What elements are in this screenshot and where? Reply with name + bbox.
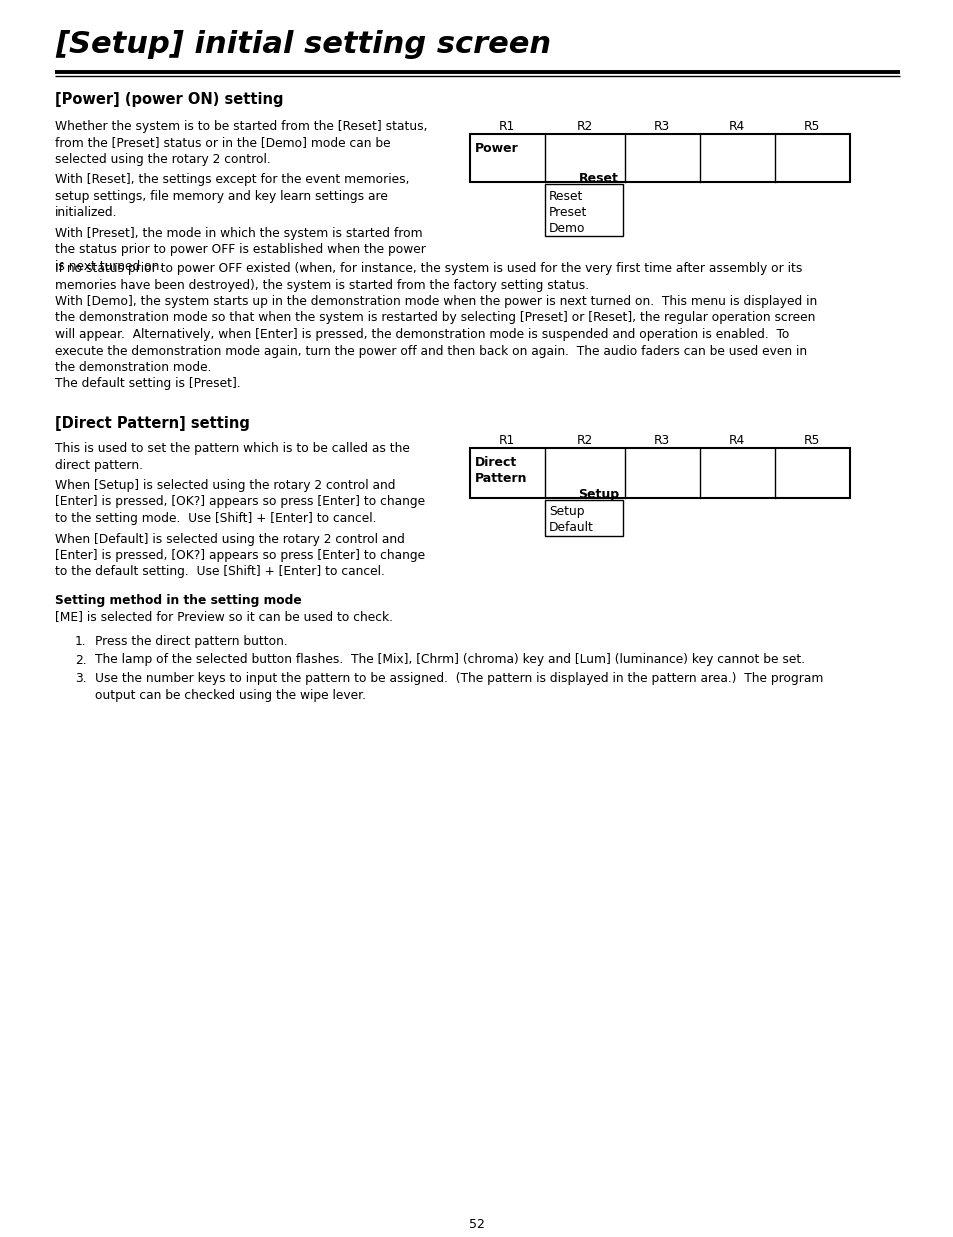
Text: Use the number keys to input the pattern to be assigned.  (The pattern is displa: Use the number keys to input the pattern… xyxy=(95,672,822,685)
Text: Setup: Setup xyxy=(548,505,584,518)
Text: is next turned on.: is next turned on. xyxy=(55,260,163,273)
Text: selected using the rotary 2 control.: selected using the rotary 2 control. xyxy=(55,153,271,166)
Text: With [Reset], the settings except for the event memories,: With [Reset], the settings except for th… xyxy=(55,173,409,187)
Text: the demonstration mode.: the demonstration mode. xyxy=(55,361,212,374)
Text: Reset: Reset xyxy=(578,172,618,186)
Text: Press the direct pattern button.: Press the direct pattern button. xyxy=(95,635,288,648)
Text: R1: R1 xyxy=(498,434,515,447)
Text: setup settings, file memory and key learn settings are: setup settings, file memory and key lear… xyxy=(55,190,388,203)
Bar xyxy=(470,134,849,182)
Text: [Enter] is pressed, [OK?] appears so press [Enter] to change: [Enter] is pressed, [OK?] appears so pre… xyxy=(55,549,425,562)
Text: Pattern: Pattern xyxy=(475,473,527,485)
Text: 52: 52 xyxy=(469,1218,484,1231)
Text: 2.: 2. xyxy=(75,653,87,667)
Text: R5: R5 xyxy=(803,120,820,134)
Text: memories have been destroyed), the system is started from the factory setting st: memories have been destroyed), the syste… xyxy=(55,278,589,292)
Text: will appear.  Alternatively, when [Enter] is pressed, the demonstration mode is : will appear. Alternatively, when [Enter]… xyxy=(55,328,788,341)
Text: 3.: 3. xyxy=(75,672,87,685)
Text: Demo: Demo xyxy=(548,221,585,235)
Text: Whether the system is to be started from the [Reset] status,: Whether the system is to be started from… xyxy=(55,120,427,134)
Text: [Direct Pattern] setting: [Direct Pattern] setting xyxy=(55,416,250,430)
Text: With [Preset], the mode in which the system is started from: With [Preset], the mode in which the sys… xyxy=(55,228,422,240)
Text: R3: R3 xyxy=(653,120,669,134)
Text: [Setup] initial setting screen: [Setup] initial setting screen xyxy=(55,30,551,59)
Text: execute the demonstration mode again, turn the power off and then back on again.: execute the demonstration mode again, tu… xyxy=(55,344,806,357)
Text: Setting method in the setting mode: Setting method in the setting mode xyxy=(55,594,301,607)
Text: R4: R4 xyxy=(728,120,744,134)
Text: R3: R3 xyxy=(653,434,669,447)
Text: from the [Preset] status or in the [Demo] mode can be: from the [Preset] status or in the [Demo… xyxy=(55,136,390,150)
Text: If no status prior to power OFF existed (when, for instance, the system is used : If no status prior to power OFF existed … xyxy=(55,262,801,275)
Text: The lamp of the selected button flashes.  The [Mix], [Chrm] (chroma) key and [Lu: The lamp of the selected button flashes.… xyxy=(95,653,804,667)
Bar xyxy=(544,184,622,236)
Text: [ME] is selected for Preview so it can be used to check.: [ME] is selected for Preview so it can b… xyxy=(55,611,393,623)
Text: Setup: Setup xyxy=(578,489,618,501)
Text: to the setting mode.  Use [Shift] + [Enter] to cancel.: to the setting mode. Use [Shift] + [Ente… xyxy=(55,512,376,524)
Text: R2: R2 xyxy=(577,120,593,134)
Text: the status prior to power OFF is established when the power: the status prior to power OFF is establi… xyxy=(55,244,425,256)
Text: R4: R4 xyxy=(728,434,744,447)
Text: output can be checked using the wipe lever.: output can be checked using the wipe lev… xyxy=(95,689,366,701)
Text: Preset: Preset xyxy=(548,207,587,219)
Text: the demonstration mode so that when the system is restarted by selecting [Preset: the demonstration mode so that when the … xyxy=(55,312,815,324)
Text: [Enter] is pressed, [OK?] appears so press [Enter] to change: [Enter] is pressed, [OK?] appears so pre… xyxy=(55,496,425,508)
Text: 1.: 1. xyxy=(75,635,87,648)
Text: direct pattern.: direct pattern. xyxy=(55,459,143,471)
Bar xyxy=(470,448,849,499)
Text: When [Setup] is selected using the rotary 2 control and: When [Setup] is selected using the rotar… xyxy=(55,479,395,492)
Text: R5: R5 xyxy=(803,434,820,447)
Text: This is used to set the pattern which is to be called as the: This is used to set the pattern which is… xyxy=(55,442,410,455)
Text: R1: R1 xyxy=(498,120,515,134)
Text: initialized.: initialized. xyxy=(55,207,117,219)
Text: Direct: Direct xyxy=(475,456,517,469)
Text: [Power] (power ON) setting: [Power] (power ON) setting xyxy=(55,92,283,106)
Text: R2: R2 xyxy=(577,434,593,447)
Text: When [Default] is selected using the rotary 2 control and: When [Default] is selected using the rot… xyxy=(55,532,404,546)
Text: to the default setting.  Use [Shift] + [Enter] to cancel.: to the default setting. Use [Shift] + [E… xyxy=(55,565,384,579)
Text: Reset: Reset xyxy=(548,190,583,203)
Bar xyxy=(544,500,622,536)
Text: The default setting is [Preset].: The default setting is [Preset]. xyxy=(55,377,240,391)
Text: With [Demo], the system starts up in the demonstration mode when the power is ne: With [Demo], the system starts up in the… xyxy=(55,294,817,308)
Text: Default: Default xyxy=(548,521,594,534)
Text: Power: Power xyxy=(475,142,518,155)
